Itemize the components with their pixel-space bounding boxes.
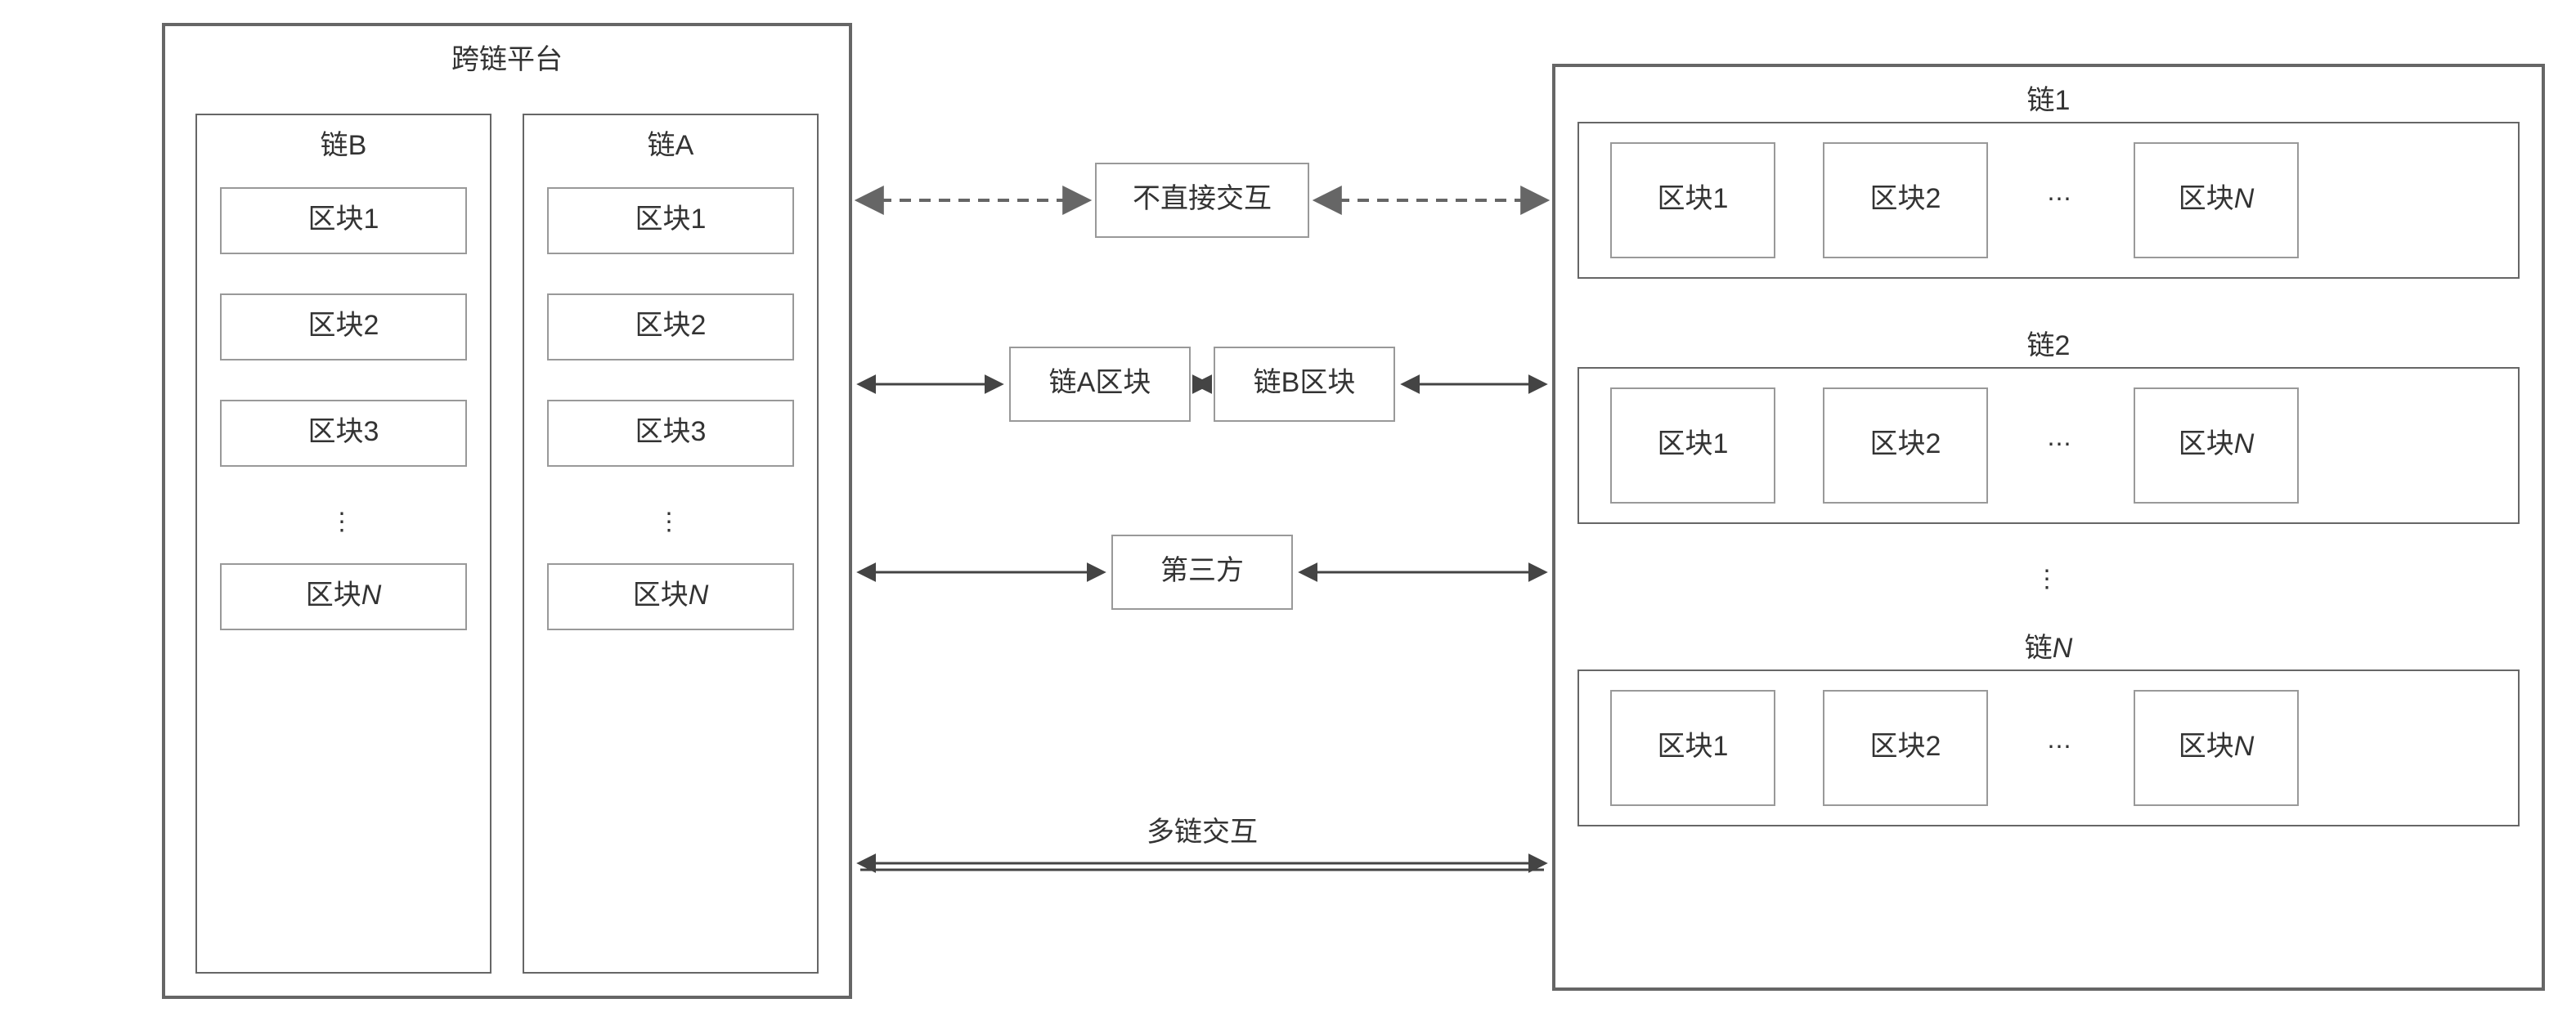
platform-chain-0-block-0-label: 区块1 xyxy=(308,204,379,235)
right-chain-last-block-1-label: 区块2 xyxy=(1870,731,1941,762)
diagram-canvas: 跨链平台链B 区块1 区块2 区块3 ⋮ 区块N 链A 区块1 区块2 区块3 ⋮ 区块N 链1 区块1 区… xyxy=(0,0,2576,1030)
right-chain-0-ellipsis: ⋯ xyxy=(2047,186,2075,213)
right-chain-1-block-0-label: 区块1 xyxy=(1658,428,1729,459)
platform-chain-1-block-last-label: 区块N xyxy=(633,580,709,611)
right-chain-1-block-1-label: 区块2 xyxy=(1870,428,1941,459)
platform-chain-1-block-0-label: 区块1 xyxy=(635,204,707,235)
right-chain-title-1: 链2 xyxy=(2027,330,2071,361)
right-chains-ellipsis: ⋮ xyxy=(2035,566,2062,593)
platform-chain-1-block-1-label: 区块2 xyxy=(635,310,707,341)
platform-title: 跨链平台 xyxy=(451,44,563,75)
right-chain-1-block-last-label: 区块N xyxy=(2179,428,2255,459)
right-chain-last-block-last-label: 区块N xyxy=(2179,731,2255,762)
platform-chain-title-1: 链A xyxy=(648,130,694,161)
right-chain-title-last: 链N xyxy=(2025,633,2073,664)
row4-label: 多链交互 xyxy=(1147,817,1258,848)
row2-left-label: 链A区块 xyxy=(1049,367,1151,398)
right-chain-1-ellipsis: ⋯ xyxy=(2047,431,2075,458)
row3-label: 第三方 xyxy=(1160,555,1244,586)
platform-chain-0-block-last-label: 区块N xyxy=(306,580,382,611)
row1-label: 不直接交互 xyxy=(1133,183,1272,214)
right-chain-last-ellipsis: ⋯ xyxy=(2047,733,2075,760)
platform-chain-1-ellipsis: ⋮ xyxy=(657,508,684,535)
right-chain-0-block-1-label: 区块2 xyxy=(1870,183,1941,214)
platform-chain-0-block-1-label: 区块2 xyxy=(308,310,379,341)
platform-chain-0-ellipsis: ⋮ xyxy=(330,508,357,535)
platform-chain-0-block-2-label: 区块3 xyxy=(308,416,379,447)
right-chain-0-block-last-label: 区块N xyxy=(2179,183,2255,214)
right-chain-0-block-0-label: 区块1 xyxy=(1658,183,1729,214)
right-chain-title-0: 链1 xyxy=(2027,85,2071,116)
platform-chain-title-0: 链B xyxy=(321,130,367,161)
row2-right-label: 链B区块 xyxy=(1254,367,1356,398)
right-chain-last-block-0-label: 区块1 xyxy=(1658,731,1729,762)
platform-chain-1-block-2-label: 区块3 xyxy=(635,416,707,447)
